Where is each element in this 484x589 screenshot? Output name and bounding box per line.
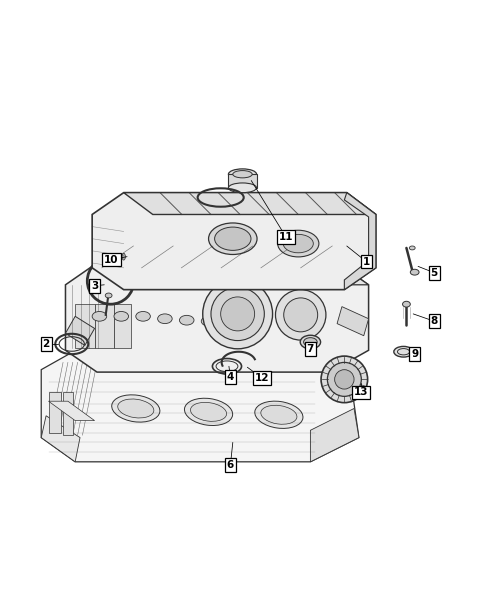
Ellipse shape xyxy=(118,399,153,418)
Text: 8: 8 xyxy=(430,316,437,326)
Circle shape xyxy=(283,298,317,332)
Ellipse shape xyxy=(303,337,317,346)
Ellipse shape xyxy=(208,223,257,254)
Ellipse shape xyxy=(92,312,106,321)
Ellipse shape xyxy=(105,293,112,298)
Text: 1: 1 xyxy=(362,257,369,266)
Bar xyxy=(48,392,60,433)
Ellipse shape xyxy=(111,395,160,422)
Polygon shape xyxy=(65,316,94,345)
Bar xyxy=(94,304,114,348)
Text: 6: 6 xyxy=(227,460,233,470)
Ellipse shape xyxy=(114,312,128,321)
Text: 9: 9 xyxy=(410,349,417,359)
Text: 12: 12 xyxy=(254,373,269,383)
Ellipse shape xyxy=(228,169,256,180)
Ellipse shape xyxy=(232,171,252,178)
Polygon shape xyxy=(80,348,348,370)
Bar xyxy=(114,304,131,348)
Bar xyxy=(228,174,256,188)
Polygon shape xyxy=(310,409,358,462)
Ellipse shape xyxy=(402,302,409,307)
Polygon shape xyxy=(65,263,368,372)
Circle shape xyxy=(202,279,272,349)
Ellipse shape xyxy=(179,315,194,325)
Text: 7: 7 xyxy=(306,344,314,354)
Ellipse shape xyxy=(214,227,251,250)
Ellipse shape xyxy=(409,269,418,275)
Ellipse shape xyxy=(254,401,302,428)
Ellipse shape xyxy=(283,234,313,253)
Circle shape xyxy=(275,290,325,340)
Ellipse shape xyxy=(393,346,412,357)
Ellipse shape xyxy=(184,398,232,425)
Text: 5: 5 xyxy=(430,267,437,277)
Polygon shape xyxy=(41,416,80,462)
Circle shape xyxy=(327,362,361,396)
Ellipse shape xyxy=(260,405,296,424)
Circle shape xyxy=(320,356,367,403)
Polygon shape xyxy=(97,263,368,285)
Ellipse shape xyxy=(408,246,414,250)
Ellipse shape xyxy=(277,230,318,257)
Circle shape xyxy=(211,287,264,340)
Polygon shape xyxy=(92,193,375,290)
Ellipse shape xyxy=(190,402,226,421)
Polygon shape xyxy=(41,348,358,462)
Ellipse shape xyxy=(201,316,215,326)
Text: 4: 4 xyxy=(226,372,234,382)
Ellipse shape xyxy=(121,253,125,260)
Polygon shape xyxy=(344,193,375,290)
Circle shape xyxy=(220,297,254,331)
Ellipse shape xyxy=(228,183,256,193)
Ellipse shape xyxy=(300,335,320,349)
Text: 11: 11 xyxy=(278,232,293,242)
Ellipse shape xyxy=(157,314,172,323)
Polygon shape xyxy=(48,401,94,421)
Polygon shape xyxy=(123,193,375,214)
Text: 13: 13 xyxy=(353,388,368,398)
Polygon shape xyxy=(336,307,368,336)
Text: 2: 2 xyxy=(43,339,49,349)
Circle shape xyxy=(334,370,353,389)
Text: 10: 10 xyxy=(104,254,119,264)
Bar xyxy=(63,392,73,435)
Bar xyxy=(75,304,94,348)
Text: 3: 3 xyxy=(91,281,98,291)
Ellipse shape xyxy=(115,254,120,259)
Ellipse shape xyxy=(136,312,150,321)
